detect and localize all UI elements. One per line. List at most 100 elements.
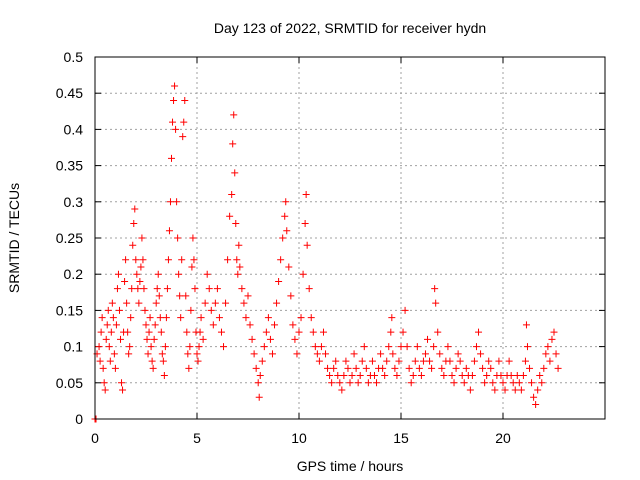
data-point <box>230 111 238 119</box>
data-point <box>552 350 560 358</box>
data-point <box>324 364 332 372</box>
data-point <box>189 234 197 242</box>
data-point <box>159 357 167 365</box>
data-point <box>401 306 409 314</box>
data-point <box>342 357 350 365</box>
data-point <box>256 372 264 380</box>
data-point <box>326 372 334 380</box>
data-point <box>178 256 186 264</box>
data-point <box>299 270 307 278</box>
data-point <box>133 270 141 278</box>
data-point <box>118 379 126 387</box>
data-point <box>211 299 219 307</box>
plot-frame <box>94 56 606 420</box>
data-point <box>260 343 268 351</box>
data-point <box>229 140 237 148</box>
data-point <box>231 169 239 177</box>
data-point <box>123 299 131 307</box>
data-point <box>258 357 266 365</box>
data-point <box>275 277 283 285</box>
data-point <box>152 299 160 307</box>
data-point <box>454 350 462 358</box>
data-point <box>542 350 550 358</box>
data-point <box>405 364 413 372</box>
data-point <box>161 343 169 351</box>
data-point <box>522 321 530 329</box>
data-point <box>311 343 319 351</box>
data-point <box>334 372 342 380</box>
data-point <box>111 364 119 372</box>
data-point <box>181 96 189 104</box>
data-point <box>505 357 513 365</box>
data-point <box>110 350 118 358</box>
data-point <box>228 191 236 199</box>
data-point <box>171 82 179 90</box>
x-tick-label: 10 <box>291 430 307 446</box>
data-point <box>409 372 417 380</box>
y-tick-label: 0.3 <box>64 194 84 210</box>
data-point <box>160 372 168 380</box>
data-point <box>293 350 301 358</box>
y-tick-label: 0.2 <box>64 266 84 282</box>
data-point <box>399 328 407 336</box>
data-point <box>213 285 221 293</box>
data-point <box>155 292 163 300</box>
data-point <box>145 328 153 336</box>
data-point <box>108 299 116 307</box>
y-tick-label: 0.05 <box>56 375 83 391</box>
data-point <box>458 372 466 380</box>
data-point <box>193 350 201 358</box>
data-point <box>232 220 240 228</box>
data-point <box>431 285 439 293</box>
data-point <box>544 343 552 351</box>
y-tick-label: 0.45 <box>56 85 83 101</box>
data-point <box>519 372 527 380</box>
data-point <box>268 350 276 358</box>
data-point <box>346 379 354 387</box>
ticks-layer: 0 0.05 0.1 0.15 0.2 0.25 0.3 0.35 0.4 0.45 0.5 0 5 10… <box>56 49 605 446</box>
x-tick-label: 20 <box>495 430 511 446</box>
data-point <box>385 343 393 351</box>
data-point <box>432 299 440 307</box>
data-point <box>289 321 297 329</box>
data-point <box>199 335 207 343</box>
data-point <box>246 321 254 329</box>
data-point <box>100 379 108 387</box>
data-point <box>174 234 182 242</box>
data-point <box>196 328 204 336</box>
data-point <box>262 328 270 336</box>
data-point <box>448 372 456 380</box>
data-point <box>137 263 145 271</box>
data-point <box>389 350 397 358</box>
data-point <box>499 379 507 387</box>
data-point <box>487 364 495 372</box>
data-point <box>182 292 190 300</box>
data-point <box>273 299 281 307</box>
data-point <box>236 263 244 271</box>
data-point <box>104 306 112 314</box>
data-point <box>129 241 137 249</box>
data-point <box>283 227 291 235</box>
data-point <box>338 386 346 394</box>
data-point <box>197 314 205 322</box>
data-point <box>381 372 389 380</box>
data-point <box>158 350 166 358</box>
data-point <box>234 270 242 278</box>
data-point <box>391 364 399 372</box>
data-point <box>383 357 391 365</box>
data-point <box>356 372 364 380</box>
data-point <box>421 350 429 358</box>
data-point <box>147 343 155 351</box>
data-point <box>205 285 213 293</box>
data-point <box>238 285 246 293</box>
data-point <box>154 270 162 278</box>
data-point <box>217 328 225 336</box>
data-point <box>266 335 274 343</box>
data-point <box>107 328 115 336</box>
data-point <box>121 277 129 285</box>
data-point <box>102 335 110 343</box>
data-point <box>513 372 521 380</box>
y-tick-label: 0.4 <box>64 121 84 137</box>
data-point <box>477 350 485 358</box>
data-point <box>109 314 117 322</box>
